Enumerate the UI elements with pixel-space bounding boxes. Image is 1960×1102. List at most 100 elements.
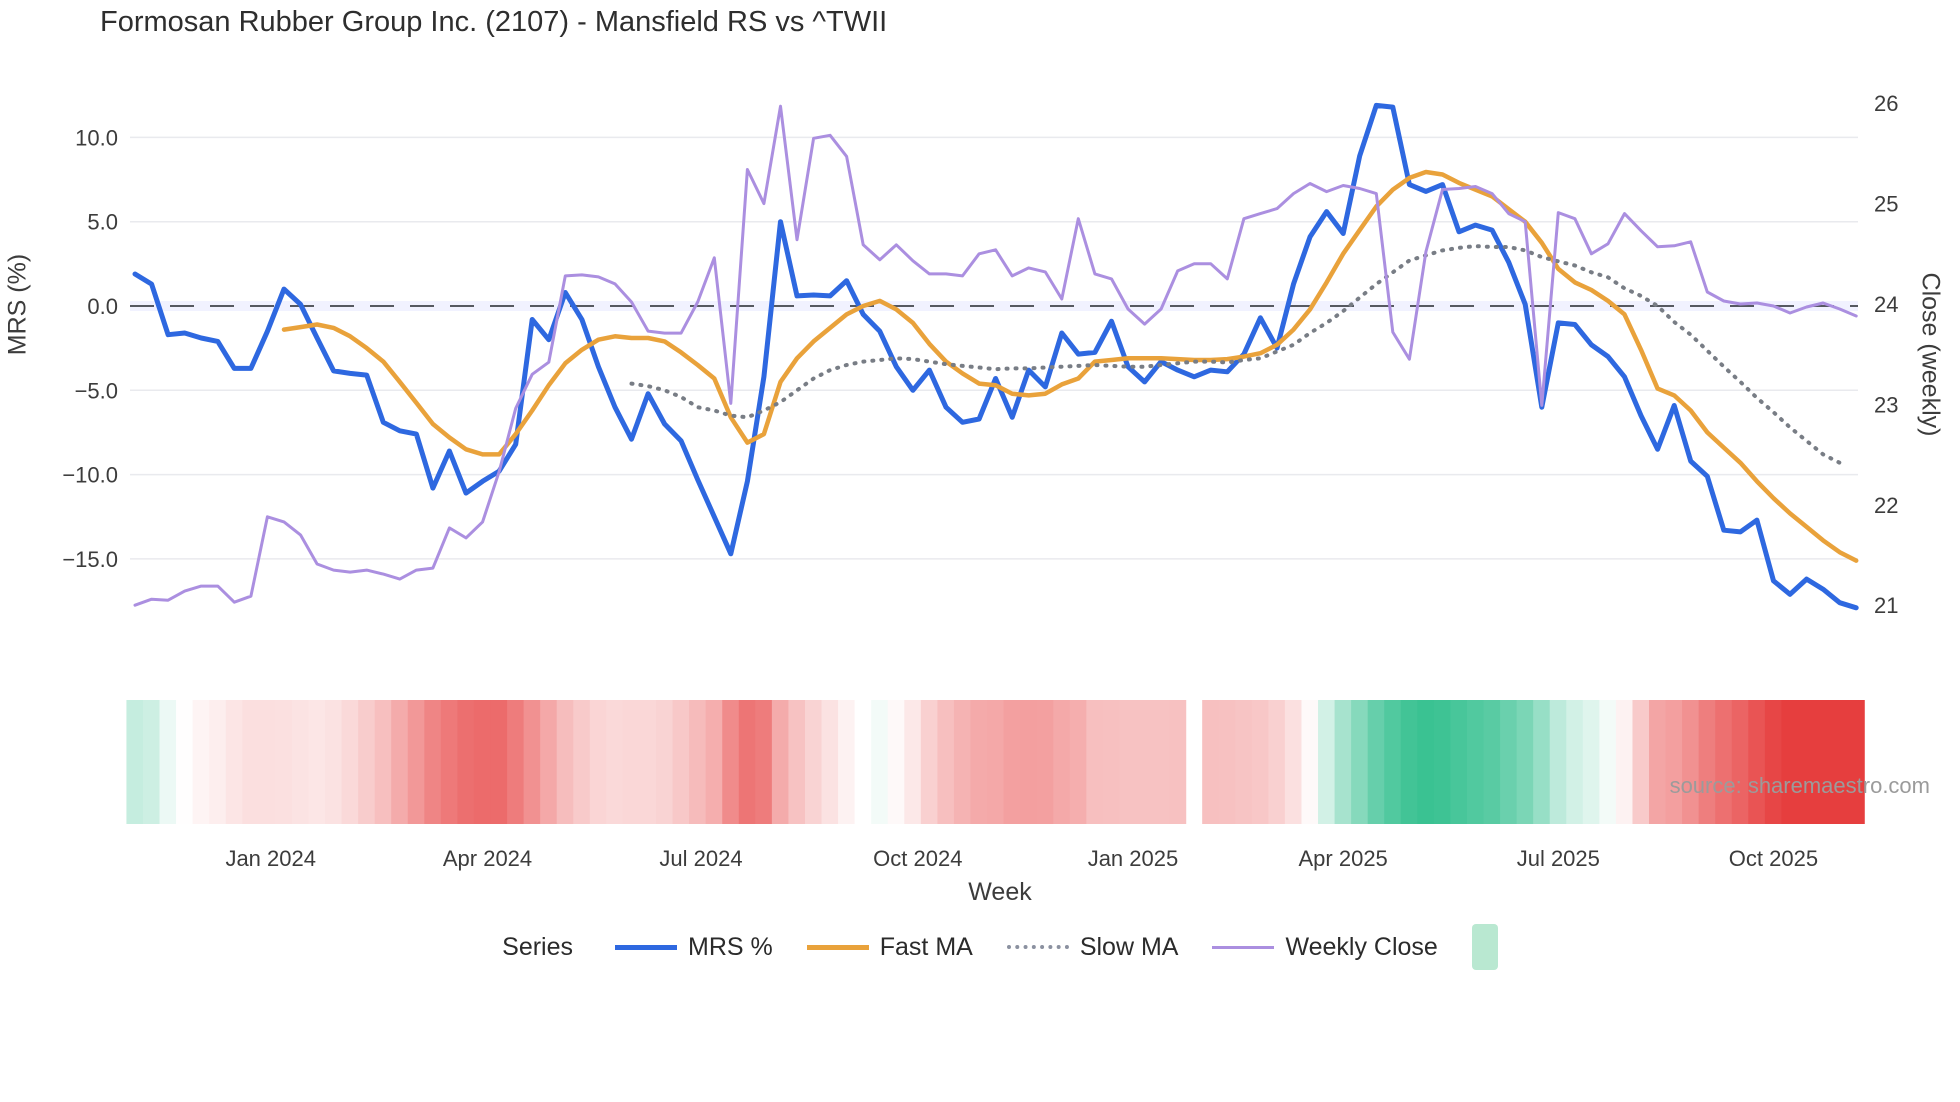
heatmap-cell — [490, 700, 508, 824]
heatmap-cell — [920, 700, 938, 824]
heatmap-cell — [1831, 700, 1849, 824]
legend: Series MRS % Fast MA Slow MA Weekly Close — [360, 924, 1640, 970]
y-left-tick-label: 0.0 — [87, 294, 118, 319]
heatmap-cell — [1615, 700, 1634, 824]
heatmap-cell — [953, 700, 972, 824]
y-right-tick-label: 24 — [1874, 292, 1898, 317]
heatmap-cell — [192, 700, 210, 824]
heatmap-cell — [1318, 700, 1336, 824]
heatmap-cell — [1582, 700, 1600, 824]
heatmap-cell — [722, 700, 740, 824]
heatmap-cell — [1351, 700, 1369, 824]
y-left-tick-label: 10.0 — [75, 125, 118, 150]
heatmap-cell — [705, 700, 723, 824]
heatmap-cell — [1682, 700, 1700, 824]
heatmap-cell — [1152, 700, 1170, 824]
x-tick-label: Jul 2024 — [659, 846, 742, 871]
legend-item-label: Slow MA — [1079, 932, 1179, 961]
heatmap-cell — [639, 700, 657, 824]
heatmap-cell — [1483, 700, 1501, 824]
heatmap-cell — [1665, 700, 1683, 824]
x-tick-label: Apr 2025 — [1299, 846, 1388, 871]
heatmap-cell — [1268, 700, 1286, 824]
legend-item-fast-ma[interactable]: Fast MA — [806, 932, 973, 962]
heatmap-cell — [1367, 700, 1385, 824]
heatmap-cell — [540, 700, 558, 824]
legend-title: Series — [502, 932, 574, 961]
heatmap-cell — [325, 700, 343, 824]
source-attribution: source: sharemaestro.com — [1669, 773, 1930, 798]
legend-item-slow-ma[interactable]: Slow MA — [1006, 932, 1179, 962]
heatmap-cell — [407, 700, 425, 824]
heatmap-cell — [1334, 700, 1352, 824]
legend-item-label: MRS % — [688, 932, 773, 961]
heatmap-cell — [457, 700, 475, 824]
x-tick-label: Jan 2024 — [225, 846, 316, 871]
heatmap-cell — [1053, 700, 1071, 824]
legend-line-sample — [1006, 945, 1069, 949]
chart-title: Formosan Rubber Group Inc. (2107) - Mans… — [100, 6, 888, 38]
heatmap-cell — [1797, 700, 1816, 824]
heatmap-cell — [1069, 700, 1087, 824]
heatmap-cell — [1731, 700, 1749, 824]
legend-item-label: Fast MA — [879, 932, 973, 961]
heatmap-cell — [242, 700, 260, 824]
heatmap-cell — [1036, 700, 1054, 824]
heatmap-legend-swatch — [1471, 924, 1498, 970]
series-line-fast-ma — [281, 169, 1859, 563]
y-right-tick-label: 25 — [1874, 192, 1898, 217]
heatmap-cell — [573, 700, 591, 824]
heatmap-cell — [937, 700, 955, 824]
x-tick-label: Oct 2025 — [1729, 846, 1818, 871]
heatmap-cell — [838, 700, 856, 824]
heatmap-cell — [1433, 700, 1452, 824]
heatmap-cell — [1450, 700, 1468, 824]
heatmap-cell — [374, 700, 392, 824]
heatmap-cell — [1649, 700, 1667, 824]
heatmap-cell — [1466, 700, 1485, 824]
heatmap-cell — [1417, 700, 1435, 824]
heatmap-cell — [755, 700, 773, 824]
legend-line-sample — [615, 944, 678, 950]
heatmap-cell — [1566, 700, 1584, 824]
y-right-tick-label: 21 — [1874, 593, 1898, 618]
heatmap-cell — [391, 700, 409, 824]
heatmap-cell — [672, 700, 690, 824]
heatmap-cell — [1764, 700, 1783, 824]
heatmap-cell — [126, 700, 144, 824]
heatmap-cell — [1003, 700, 1021, 824]
heatmap-cell — [1748, 700, 1766, 824]
heatmap-cell — [887, 700, 905, 824]
heatmap-cell — [871, 700, 889, 824]
heatmap-cell — [771, 700, 790, 824]
heatmap-cell — [341, 700, 359, 824]
heatmap-cell — [556, 700, 574, 824]
heatmap-cell — [358, 700, 376, 824]
heatmap-cell — [523, 700, 541, 824]
heatmap-cell — [970, 700, 988, 824]
heatmap-cell — [656, 700, 674, 824]
heatmap-cell — [904, 700, 922, 824]
legend-item-heatmap[interactable] — [1471, 924, 1498, 970]
heatmap-cell — [1632, 700, 1650, 824]
heatmap-cell — [987, 700, 1005, 824]
y-left-tick-label: 5.0 — [87, 210, 118, 235]
heatmap-cell — [159, 700, 177, 824]
x-tick-label: Apr 2024 — [443, 846, 532, 871]
heatmap-cell — [689, 700, 707, 824]
heatmap-cell — [1135, 700, 1154, 824]
heatmap-cell — [622, 700, 641, 824]
legend-item-weekly-close[interactable]: Weekly Close — [1212, 933, 1438, 962]
heatmap-cell — [788, 700, 806, 824]
heatmap-cell — [1516, 700, 1534, 824]
legend-item-mrs-[interactable]: MRS % — [615, 933, 773, 962]
heatmap-cell — [507, 700, 525, 824]
heatmap-cell — [1814, 700, 1832, 824]
heatmap-cell — [291, 700, 310, 824]
heatmap-cell — [1020, 700, 1038, 824]
heatmap-cell — [804, 700, 823, 824]
heatmap-cell — [308, 700, 326, 824]
heatmap-cell — [1384, 700, 1402, 824]
heatmap-cell — [1698, 700, 1716, 824]
